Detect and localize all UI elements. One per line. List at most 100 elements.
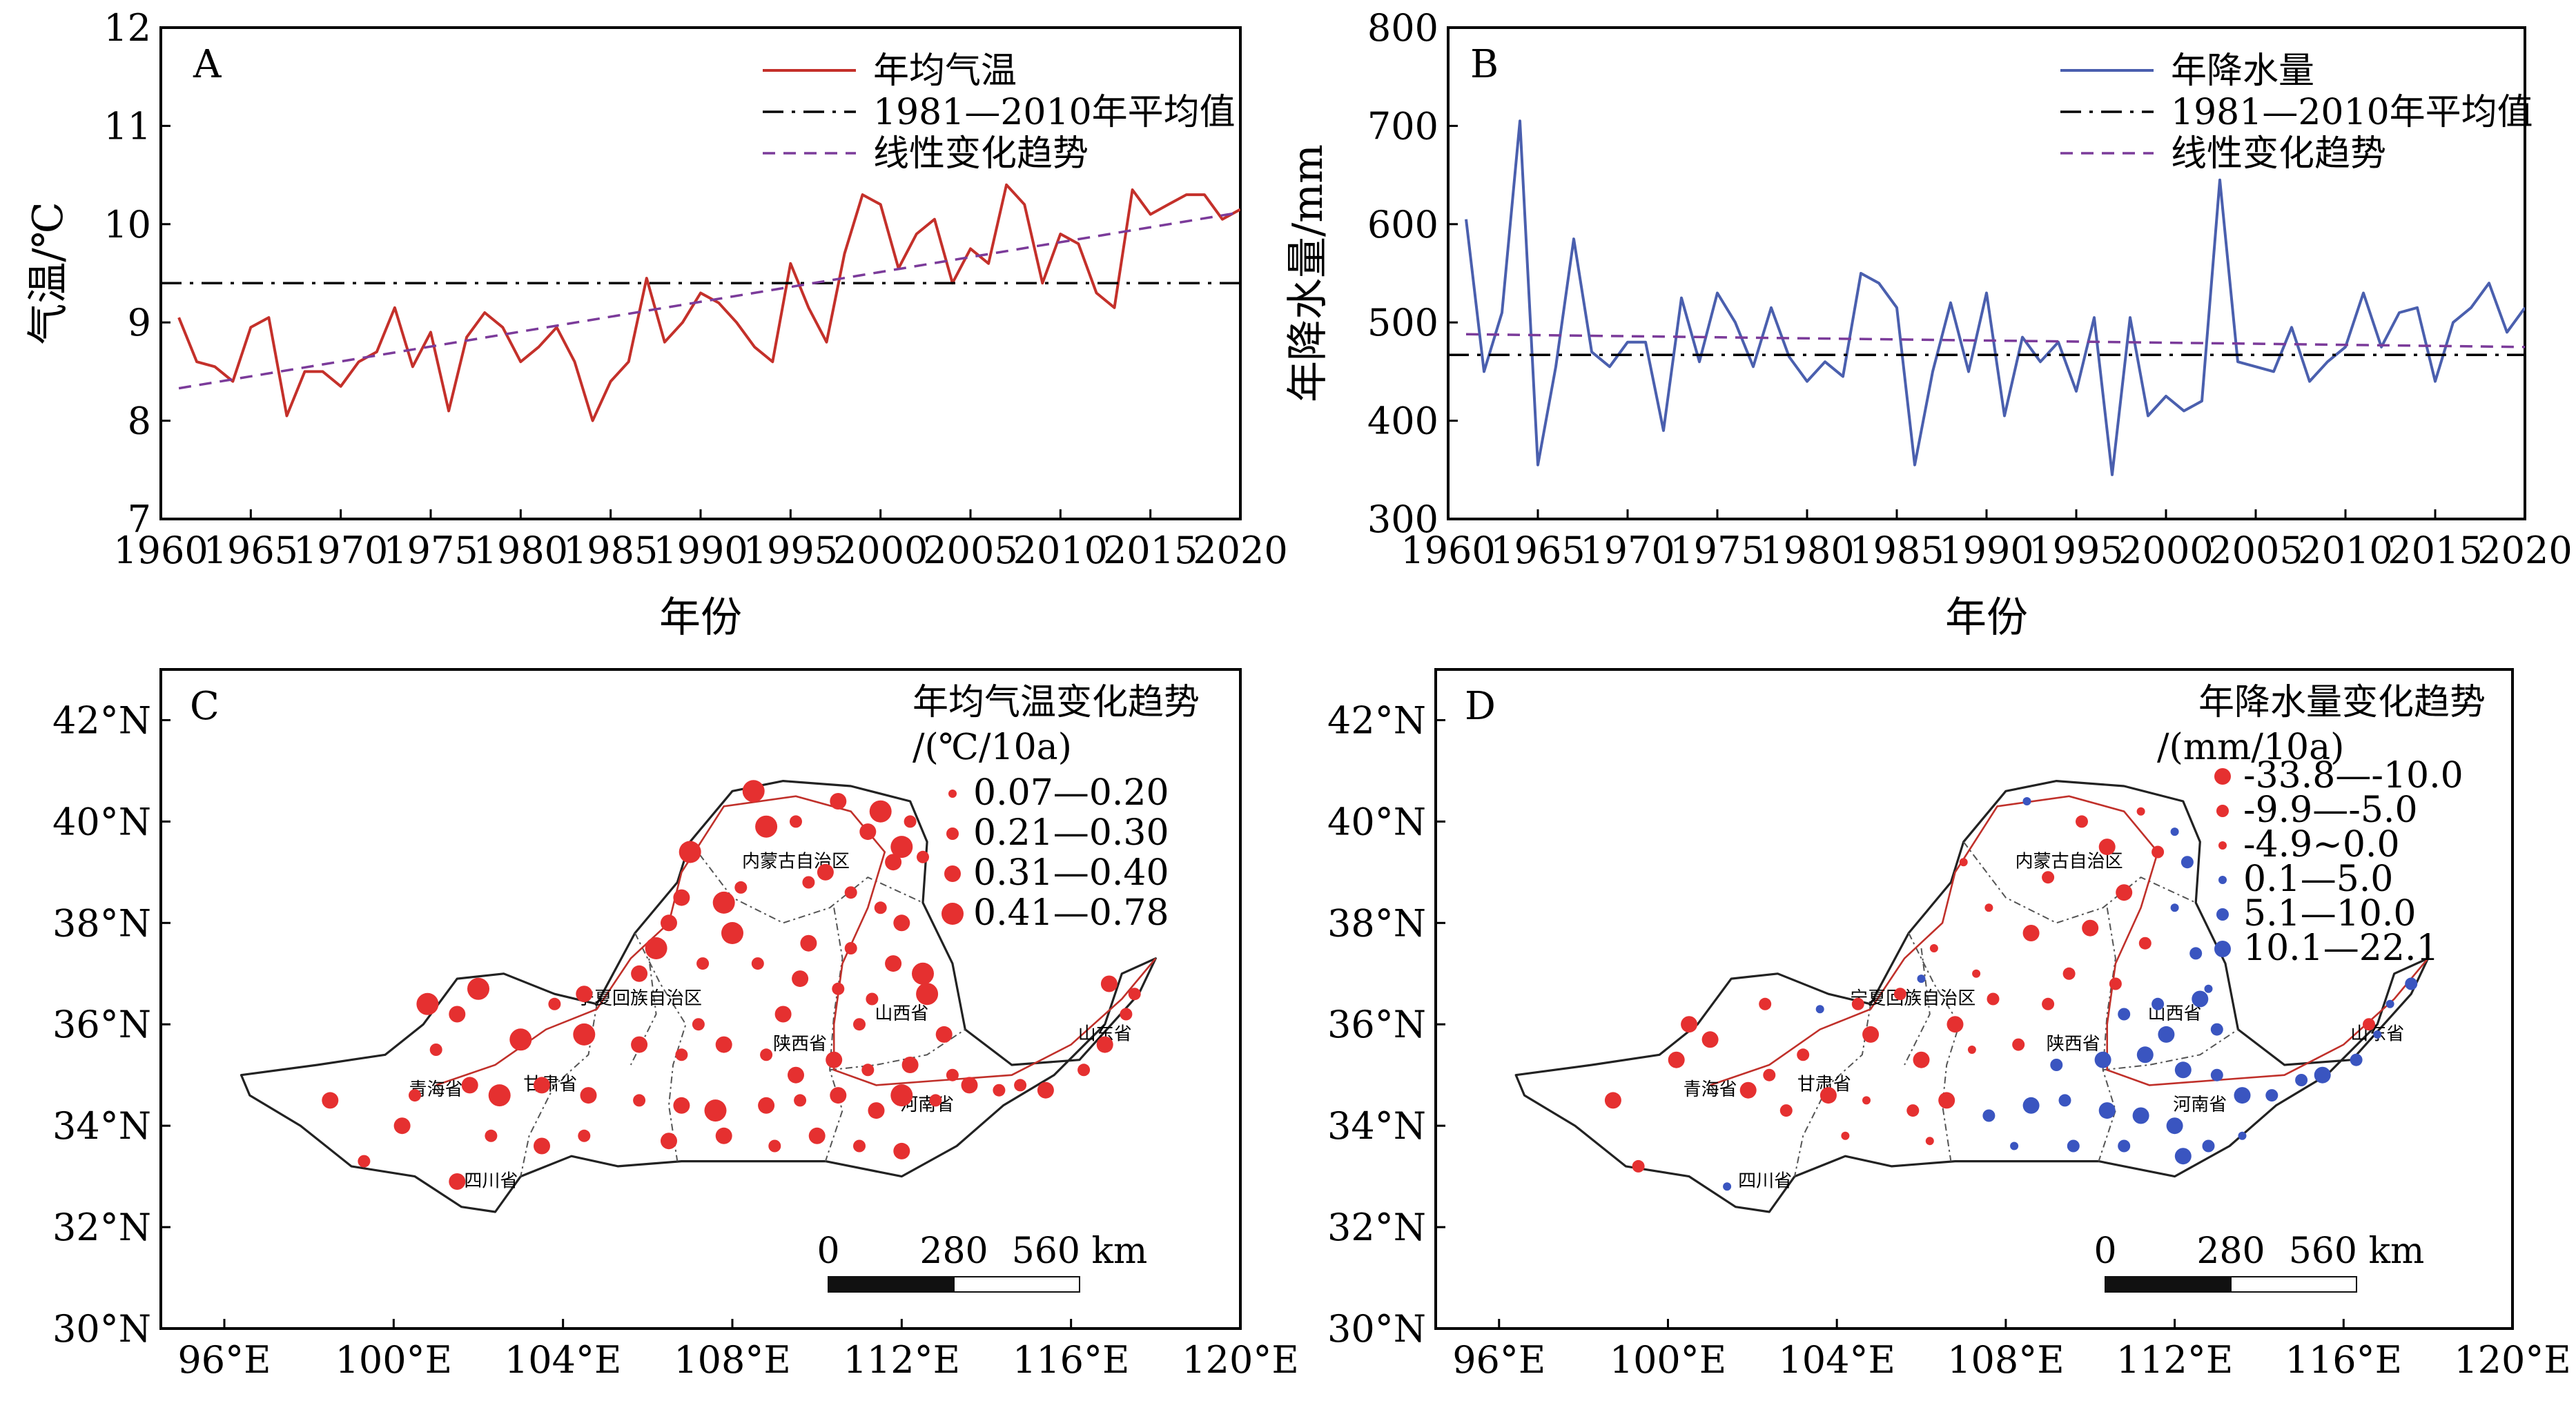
station-point <box>2022 1097 2040 1114</box>
longitude-tick-label: 100°E <box>335 1338 453 1382</box>
y-tick-label: 300 <box>1367 498 1438 541</box>
station-points <box>322 780 1141 1190</box>
station-point <box>721 922 743 944</box>
legend-symbol <box>2214 941 2231 957</box>
station-point <box>904 815 917 828</box>
legend-label: 线性变化趋势 <box>2171 133 2386 175</box>
y-axis-ticks: 300 400 500 600 700 800 <box>1367 6 1458 541</box>
station-point <box>1917 974 1926 983</box>
x-tick-label: 1980 <box>474 529 568 572</box>
latitude-tick-label: 36°N <box>1327 1003 1426 1046</box>
station-point <box>1096 1036 1113 1053</box>
panel-b-precipitation-chart: 1960196519701975198019851990199520002005… <box>1284 6 2573 642</box>
legend-unit: /(mm/10a) <box>2157 727 2344 768</box>
station-point <box>1763 1068 1776 1081</box>
station-point <box>1077 1064 1091 1077</box>
station-point <box>548 997 561 1010</box>
x-tick-label: 1970 <box>293 529 388 572</box>
station-point <box>461 1077 478 1094</box>
station-point <box>2151 997 2165 1010</box>
x-axis-ticks: 1960196519701975198019851990199520002005… <box>1401 509 2573 572</box>
province-border <box>630 948 657 1066</box>
x-tick-label: 1985 <box>1849 529 1944 572</box>
longitude-tick-label: 104°E <box>505 1338 622 1382</box>
station-point <box>2050 1059 2063 1071</box>
panel-label: C <box>190 684 219 729</box>
scale-bar: 0 280 560 km <box>2094 1231 2424 1293</box>
station-point <box>859 823 877 841</box>
scale-bar-white-segment <box>953 1276 1080 1293</box>
province-label: 陕西省 <box>773 1034 827 1055</box>
station-point <box>631 1036 648 1053</box>
y-tick-label: 9 <box>128 301 151 344</box>
station-point <box>1982 1109 1996 1122</box>
station-point <box>1862 1026 1880 1043</box>
legend-symbol <box>2218 841 2227 850</box>
legend-label: 1981—2010年平均值 <box>2171 92 2533 133</box>
station-point <box>917 850 929 863</box>
station-point <box>935 1026 953 1043</box>
x-tick-label: 2015 <box>2388 529 2482 572</box>
x-tick-label: 2020 <box>2477 529 2572 572</box>
station-point <box>790 815 802 828</box>
scale-bar-white-segment <box>2230 1276 2357 1293</box>
station-point <box>704 1099 727 1122</box>
province-label: 四川省 <box>464 1170 518 1191</box>
longitude-tick-label: 116°E <box>2285 1338 2403 1382</box>
x-tick-label: 1985 <box>563 529 658 572</box>
station-point <box>534 1077 550 1094</box>
station-point <box>2022 925 2040 941</box>
legend-class-label: -33.8—-10.0 <box>2243 755 2463 796</box>
station-point <box>869 800 892 823</box>
station-point <box>1972 969 1981 978</box>
longitude-tick-label: 108°E <box>674 1338 791 1382</box>
x-tick-label: 1965 <box>1490 529 1585 572</box>
station-point <box>832 982 845 995</box>
station-point <box>2022 797 2031 805</box>
scale-bar-label: 280 <box>919 1231 988 1272</box>
latitude-tick-label: 30°N <box>52 1307 151 1351</box>
station-point <box>751 957 764 970</box>
latitude-ticks: 30°N 32°N 34°N 36°N 38°N 40°N 42°N <box>1327 698 1445 1351</box>
station-point <box>449 1006 466 1023</box>
station-point <box>578 1129 591 1142</box>
station-point <box>485 1129 498 1142</box>
legend-class-label: -9.9—-5.0 <box>2243 790 2418 831</box>
station-point <box>758 1097 775 1114</box>
station-point <box>2116 884 2133 901</box>
station-point <box>2042 997 2055 1010</box>
station-point <box>322 1092 339 1109</box>
station-point <box>1128 988 1141 1001</box>
province-border <box>634 932 687 1162</box>
station-point <box>1120 1008 1133 1021</box>
scale-bar-label: 280 <box>2196 1231 2265 1272</box>
y-tick-label: 12 <box>104 6 151 50</box>
longitude-tick-label: 116°E <box>1013 1338 1130 1382</box>
map-frame <box>159 668 1242 1330</box>
station-point <box>885 854 902 871</box>
x-axis-label: 年份 <box>1945 594 2028 642</box>
province-border <box>1904 948 1931 1066</box>
station-point <box>393 1117 411 1135</box>
station-point <box>1632 1159 1645 1173</box>
station-point <box>1913 1051 1930 1068</box>
station-point <box>409 1089 421 1102</box>
station-point <box>631 965 648 982</box>
station-point <box>901 1057 919 1073</box>
map-frame <box>1434 668 2514 1330</box>
y-tick-label: 10 <box>104 203 151 246</box>
station-point <box>573 1023 596 1046</box>
y-tick-label: 400 <box>1367 400 1438 443</box>
station-point <box>2170 827 2179 836</box>
latitude-tick-label: 38°N <box>1327 901 1426 945</box>
x-tick-label: 1975 <box>383 529 478 572</box>
station-point <box>1819 1087 1837 1104</box>
province-label: 宁夏回族自治区 <box>1850 988 1975 1009</box>
station-point <box>768 1139 781 1153</box>
legend-label: 年均气温 <box>873 50 1017 92</box>
station-point <box>696 957 710 970</box>
station-point <box>2138 937 2151 950</box>
latitude-ticks: 30°N 32°N 34°N 36°N 38°N 40°N 42°N <box>52 698 170 1351</box>
